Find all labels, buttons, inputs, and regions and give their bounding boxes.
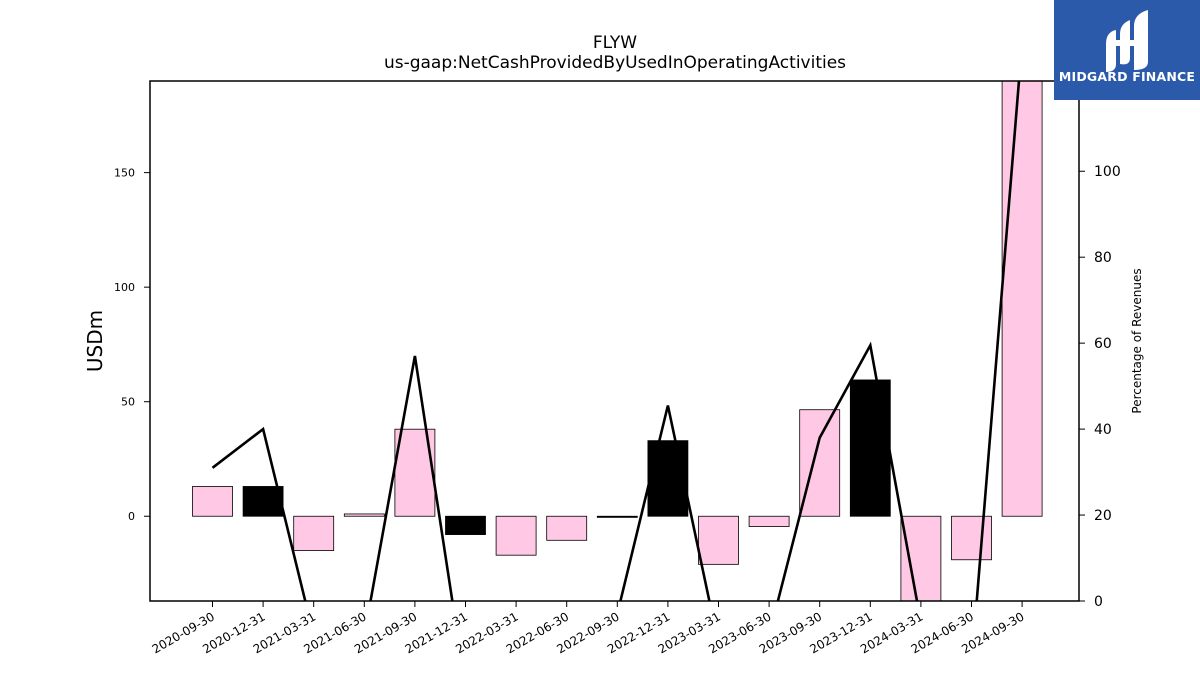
bar xyxy=(445,515,486,535)
bar xyxy=(343,513,385,517)
chart-subtitle: us-gaap:NetCashProvidedByUsedInOperating… xyxy=(384,53,846,73)
bar xyxy=(698,515,739,565)
bar xyxy=(748,515,790,527)
y-tick-label: 100 xyxy=(114,281,135,294)
bar-series xyxy=(192,81,1043,601)
bar xyxy=(192,486,233,517)
y-axis-left: 0 50 100 150 xyxy=(114,167,150,523)
chart-title: FLYW xyxy=(593,33,637,53)
y2-tick-label: 20 xyxy=(1094,508,1112,524)
y2-tick-label: 80 xyxy=(1094,250,1112,266)
bar xyxy=(951,515,992,561)
y2-tick-label: 40 xyxy=(1094,422,1112,438)
y-tick-label: 0 xyxy=(128,510,135,523)
bar xyxy=(546,515,588,541)
midgard-finance-logo: MIDGARD FINANCE xyxy=(1054,0,1200,100)
y-axis-label: USDm xyxy=(83,310,107,372)
bar xyxy=(596,515,638,518)
plot-frame xyxy=(149,80,1080,602)
bar xyxy=(900,515,942,601)
y-axis-right: 0 20 40 60 80 100 xyxy=(1079,164,1121,610)
x-axis: 2020-09-302020-12-312021-03-312021-06-30… xyxy=(150,601,1027,656)
bar xyxy=(242,486,284,517)
logo-text: MIDGARD FINANCE xyxy=(1058,69,1196,84)
y-tick-label: 150 xyxy=(114,167,135,180)
bar xyxy=(849,379,891,517)
bar xyxy=(647,440,689,517)
y2-tick-label: 60 xyxy=(1094,336,1112,352)
midgard-logo-icon xyxy=(1106,10,1148,72)
bar xyxy=(495,515,537,556)
line-series xyxy=(211,81,1021,601)
bar xyxy=(799,409,841,517)
y2-tick-label: 100 xyxy=(1094,164,1121,180)
y2-tick-label: 0 xyxy=(1094,594,1103,610)
y-tick-label: 50 xyxy=(121,396,135,409)
bar xyxy=(1001,81,1043,517)
y2-axis-label: Percentage of Revenues xyxy=(1130,268,1144,413)
ratio-line xyxy=(211,81,1021,601)
bar xyxy=(293,515,335,552)
